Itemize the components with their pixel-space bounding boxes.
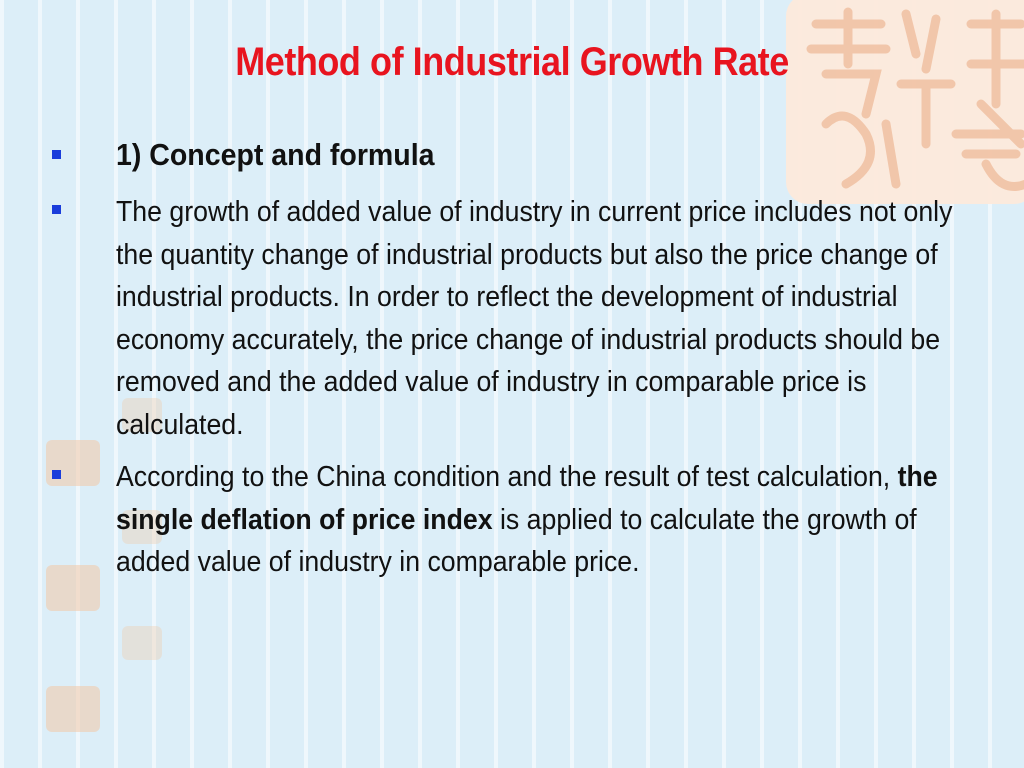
bold-emphasis: the single deflation of price index xyxy=(116,461,938,536)
bullet-item: The growth of added value of industry in… xyxy=(46,191,986,446)
slide-title: Method of Industrial Growth Rate xyxy=(235,40,789,84)
bullet-item: 1) Concept and formula xyxy=(46,133,986,177)
seal-art-icon xyxy=(122,398,162,432)
bullet-text-part: is applied to calculate the growth of ad… xyxy=(116,503,917,579)
bullet-text-part: According to the China condition and the… xyxy=(116,461,898,493)
square-bullet-icon xyxy=(52,470,61,479)
seal-art-icon xyxy=(46,565,100,611)
bullet-text: The growth of added value of industry in… xyxy=(116,196,953,441)
seal-art-icon xyxy=(122,510,162,544)
square-bullet-icon xyxy=(52,205,61,214)
bullet-text: According to the China condition and the… xyxy=(116,456,981,584)
seal-art-icon xyxy=(122,626,162,660)
seal-art-icon xyxy=(46,686,100,732)
bullet-text: 1) Concept and formula xyxy=(116,137,435,172)
bullet-list: 1) Concept and formula The growth of add… xyxy=(46,133,986,594)
seal-art-icon xyxy=(786,0,1024,204)
bullet-item: According to the China condition and the… xyxy=(46,456,986,584)
square-bullet-icon xyxy=(52,150,61,159)
